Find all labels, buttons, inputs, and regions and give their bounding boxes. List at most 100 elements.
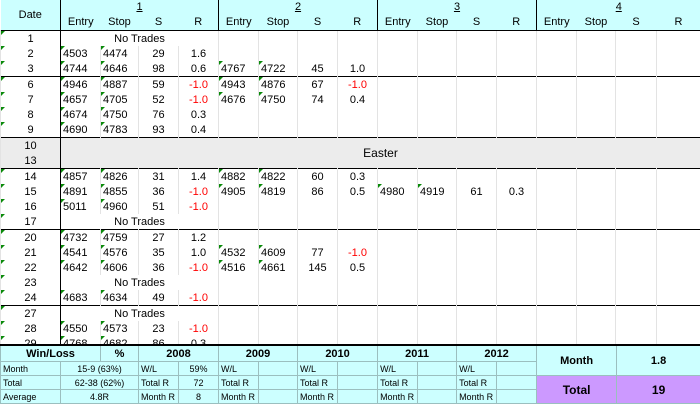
summary-row-label: Total — [0, 375, 61, 390]
entry-cell: 4882 — [218, 168, 259, 184]
stop-cell: 4609 — [258, 245, 298, 260]
empty-cell — [297, 229, 338, 245]
empty-cell — [258, 214, 298, 230]
empty-cell — [417, 214, 457, 230]
stop-cell: 4960 — [100, 199, 139, 214]
year-metric-label: Total R — [218, 375, 260, 390]
empty-cell — [297, 290, 338, 306]
year-header-2008: 2008 — [138, 344, 220, 362]
entry-cell: 4690 — [60, 122, 101, 138]
year-metric-label: W/L — [297, 361, 339, 376]
table-row: 28 4550 4573 23 -1.0 — [0, 321, 700, 336]
empty-cell — [456, 290, 497, 306]
empty-cell — [496, 61, 537, 77]
table-row: 16 5011 4960 51 -1.0 — [0, 199, 700, 214]
empty-cell — [417, 122, 457, 138]
table-row: 1 No Trades — [0, 30, 700, 46]
empty-cell — [377, 168, 418, 184]
year-header-2012: 2012 — [456, 344, 538, 362]
entry-cell: 4905 — [218, 184, 259, 199]
column-header-s: S — [138, 14, 179, 31]
r-cell: 1.6 — [178, 46, 219, 61]
table-row: 23 No Trades — [0, 275, 700, 290]
empty-cell — [456, 92, 497, 107]
empty-cell — [377, 61, 418, 77]
r-cell: 1.0 — [337, 61, 378, 77]
column-header-s: S — [456, 14, 497, 31]
empty-cell — [656, 122, 700, 138]
empty-cell — [377, 92, 418, 107]
column-header-stop: Stop — [100, 14, 139, 31]
stop-cell: 4750 — [100, 107, 139, 122]
empty-cell — [417, 199, 457, 214]
empty-cell — [218, 199, 259, 214]
date-cell: 6 — [0, 76, 61, 92]
table-row: 14 4857 4826 31 1.4 4882 4822 60 0.3 — [0, 168, 700, 184]
year-metric-label: Month R — [456, 389, 498, 404]
year-metric-value — [417, 389, 458, 404]
table-row: 13 — [0, 153, 700, 169]
summary-table: Win/Loss% 2008 2009 2010 2011 2012 Month 1.8 Mon… — [0, 344, 700, 404]
date-cell: 21 — [0, 245, 61, 260]
empty-cell — [615, 107, 657, 122]
date-cell: 15 — [0, 184, 61, 199]
empty-cell — [337, 46, 378, 61]
empty-cell — [377, 199, 418, 214]
date-cell: 22 — [0, 260, 61, 275]
empty-cell — [656, 184, 700, 199]
empty-cell — [417, 321, 457, 336]
date-cell: 9 — [0, 122, 61, 138]
r-cell: 0.5 — [337, 260, 378, 275]
empty-cell — [576, 184, 616, 199]
year-metric-label: W/L — [218, 361, 260, 376]
entry-cell: 4541 — [60, 245, 101, 260]
empty-cell — [656, 290, 700, 306]
s-cell: 35 — [138, 245, 179, 260]
r-cell: 0.4 — [178, 122, 219, 138]
stop-cell: 4826 — [100, 168, 139, 184]
entry-cell: 4980 — [377, 184, 418, 199]
empty-cell — [656, 245, 700, 260]
empty-cell — [377, 321, 418, 336]
empty-cell — [417, 61, 457, 77]
empty-cell — [297, 46, 338, 61]
easter-label: Easter — [60, 137, 700, 169]
empty-cell — [377, 275, 418, 290]
empty-cell — [258, 321, 298, 336]
group-header-1: 1 — [60, 0, 219, 14]
stop-cell: 4855 — [100, 184, 139, 199]
empty-cell — [377, 245, 418, 260]
stop-cell: 4876 — [258, 76, 298, 92]
s-cell: 76 — [138, 107, 179, 122]
date-cell: 1 — [0, 30, 61, 46]
empty-cell — [337, 30, 378, 46]
empty-cell — [456, 275, 497, 290]
empty-cell — [218, 275, 259, 290]
empty-cell — [496, 107, 537, 122]
empty-cell — [576, 260, 616, 275]
table-row: 3 4744 4646 98 0.6 4767 4722 45 1.0 — [0, 61, 700, 77]
empty-cell — [496, 229, 537, 245]
entry-cell: 4532 — [218, 245, 259, 260]
empty-cell — [615, 214, 657, 230]
empty-cell — [337, 214, 378, 230]
s-cell: 60 — [297, 168, 338, 184]
s-cell: 36 — [138, 260, 179, 275]
empty-cell — [377, 122, 418, 138]
stop-cell: 4783 — [100, 122, 139, 138]
empty-cell — [258, 290, 298, 306]
empty-cell — [656, 229, 700, 245]
r-cell: 1.0 — [178, 245, 219, 260]
column-header-r: R — [337, 14, 378, 31]
empty-cell — [496, 260, 537, 275]
empty-cell — [337, 275, 378, 290]
year-metric-label: W/L — [138, 361, 180, 376]
date-cell: 10 — [0, 137, 61, 153]
empty-cell — [377, 229, 418, 245]
s-cell: 52 — [138, 92, 179, 107]
summary-row-label: Month — [0, 361, 61, 376]
empty-cell — [536, 92, 577, 107]
empty-cell — [536, 290, 577, 306]
table-row: 8 4674 4750 76 0.3 — [0, 107, 700, 122]
